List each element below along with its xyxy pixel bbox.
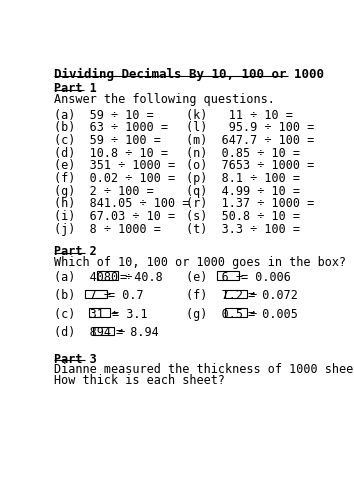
- Text: Part 3: Part 3: [53, 352, 96, 366]
- FancyBboxPatch shape: [93, 327, 114, 336]
- Text: (a)  59 ÷ 10 =: (a) 59 ÷ 10 =: [53, 108, 153, 122]
- FancyBboxPatch shape: [225, 308, 247, 317]
- Text: How thick is each sheet?: How thick is each sheet?: [53, 374, 224, 387]
- Text: (e)  351 ÷ 1000 =: (e) 351 ÷ 1000 =: [53, 160, 175, 172]
- Text: (t)  3.3 ÷ 100 =: (t) 3.3 ÷ 100 =: [186, 223, 300, 236]
- Text: (n)  0.85 ÷ 10 =: (n) 0.85 ÷ 10 =: [186, 146, 300, 160]
- Text: (p)  8.1 ÷ 100 =: (p) 8.1 ÷ 100 =: [186, 172, 300, 185]
- FancyBboxPatch shape: [85, 290, 107, 298]
- Text: (s)  50.8 ÷ 10 =: (s) 50.8 ÷ 10 =: [186, 210, 300, 223]
- FancyBboxPatch shape: [217, 272, 239, 280]
- Text: (c)  31 ÷: (c) 31 ÷: [53, 308, 118, 321]
- Text: (e)  6 ÷: (e) 6 ÷: [186, 271, 243, 284]
- Text: (b)  63 ÷ 1000 =: (b) 63 ÷ 1000 =: [53, 121, 167, 134]
- Text: (f)  7.2 ÷: (f) 7.2 ÷: [186, 290, 257, 302]
- Text: = 0.7: = 0.7: [108, 290, 144, 302]
- Text: (q)  4.99 ÷ 10 =: (q) 4.99 ÷ 10 =: [186, 184, 300, 198]
- Text: = 8.94: = 8.94: [116, 326, 159, 340]
- FancyBboxPatch shape: [225, 290, 247, 298]
- Text: (c)  59 ÷ 100 =: (c) 59 ÷ 100 =: [53, 134, 160, 147]
- Text: (a)  4080 ÷: (a) 4080 ÷: [53, 271, 132, 284]
- Text: (r)  1.37 ÷ 1000 =: (r) 1.37 ÷ 1000 =: [186, 198, 314, 210]
- Text: Answer the following questions.: Answer the following questions.: [53, 93, 274, 106]
- Text: (g)  0.5 ÷: (g) 0.5 ÷: [186, 308, 257, 321]
- Text: Part 1: Part 1: [53, 82, 96, 96]
- Text: (f)  0.02 ÷ 100 =: (f) 0.02 ÷ 100 =: [53, 172, 175, 185]
- Text: (o)  7653 ÷ 1000 =: (o) 7653 ÷ 1000 =: [186, 160, 314, 172]
- Text: (h)  841.05 ÷ 100 =: (h) 841.05 ÷ 100 =: [53, 198, 189, 210]
- Text: (j)  8 ÷ 1000 =: (j) 8 ÷ 1000 =: [53, 223, 160, 236]
- Text: = 0.072: = 0.072: [249, 290, 298, 302]
- Text: (d)  10.8 ÷ 10 =: (d) 10.8 ÷ 10 =: [53, 146, 167, 160]
- Text: (l)   95.9 ÷ 100 =: (l) 95.9 ÷ 100 =: [186, 121, 314, 134]
- Text: Part 2: Part 2: [53, 245, 96, 258]
- FancyBboxPatch shape: [97, 272, 118, 280]
- Text: (d)  894 ÷: (d) 894 ÷: [53, 326, 125, 340]
- Text: (m)  647.7 ÷ 100 =: (m) 647.7 ÷ 100 =: [186, 134, 314, 147]
- Text: (k)   11 ÷ 10 =: (k) 11 ÷ 10 =: [186, 108, 293, 122]
- Text: Dividing Decimals By 10, 100 or 1000: Dividing Decimals By 10, 100 or 1000: [53, 68, 324, 81]
- Text: = 0.005: = 0.005: [249, 308, 298, 321]
- Text: Dianne measured the thickness of 1000 sheets of paper as 264mm.: Dianne measured the thickness of 1000 sh…: [53, 364, 354, 376]
- Text: (i)  67.03 ÷ 10 =: (i) 67.03 ÷ 10 =: [53, 210, 175, 223]
- Text: (g)  2 ÷ 100 =: (g) 2 ÷ 100 =: [53, 184, 153, 198]
- Text: = 0.006: = 0.006: [241, 271, 291, 284]
- FancyBboxPatch shape: [89, 308, 110, 317]
- Text: = 40.8: = 40.8: [120, 271, 162, 284]
- Text: = 3.1: = 3.1: [112, 308, 148, 321]
- Text: (b)  7 ÷: (b) 7 ÷: [53, 290, 110, 302]
- Text: Which of 10, 100 or 1000 goes in the box?: Which of 10, 100 or 1000 goes in the box…: [53, 256, 346, 268]
